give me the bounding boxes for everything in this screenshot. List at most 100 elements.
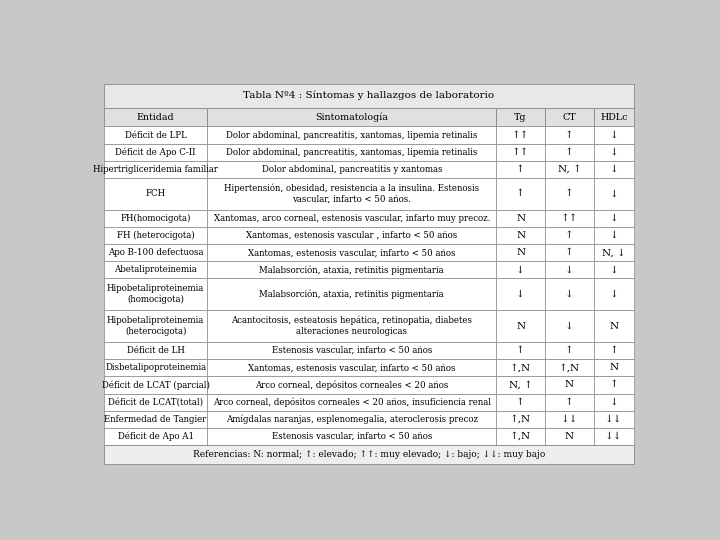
Text: ↓↓: ↓↓ xyxy=(561,415,578,424)
Bar xyxy=(207,144,496,161)
Text: Estenosis vascular, infarto < 50 años: Estenosis vascular, infarto < 50 años xyxy=(271,432,432,441)
Bar xyxy=(207,394,496,411)
Bar xyxy=(496,428,545,445)
Bar xyxy=(594,411,634,428)
Text: CT: CT xyxy=(562,112,576,122)
Bar xyxy=(104,161,207,178)
Bar xyxy=(594,376,634,394)
Text: ↑,N: ↑,N xyxy=(510,363,531,372)
Bar xyxy=(496,411,545,428)
Text: Déficit de Apo C-II: Déficit de Apo C-II xyxy=(115,147,196,157)
Bar xyxy=(594,144,634,161)
Text: ↑: ↑ xyxy=(516,397,525,407)
Text: ↓: ↓ xyxy=(610,148,618,157)
Text: ↓: ↓ xyxy=(565,290,574,299)
Bar xyxy=(104,279,207,310)
Text: Tabla Nº4 : Síntomas y hallazgos de laboratorio: Tabla Nº4 : Síntomas y hallazgos de labo… xyxy=(243,91,495,100)
Text: Déficit de LH: Déficit de LH xyxy=(127,346,184,355)
Text: ↑↑: ↑↑ xyxy=(512,131,529,139)
Bar xyxy=(207,261,496,279)
Text: Déficit de LCAT (parcial): Déficit de LCAT (parcial) xyxy=(102,380,210,390)
Text: ↑↑: ↑↑ xyxy=(512,148,529,157)
Text: ↑: ↑ xyxy=(516,165,525,174)
Bar xyxy=(207,244,496,261)
Text: ↓↓: ↓↓ xyxy=(605,415,623,424)
Text: ↓: ↓ xyxy=(610,131,618,139)
Text: ↓↓: ↓↓ xyxy=(605,432,623,441)
Bar xyxy=(594,161,634,178)
Text: Déficit de LPL: Déficit de LPL xyxy=(125,131,186,139)
Bar xyxy=(496,376,545,394)
Text: ↑,N: ↑,N xyxy=(559,363,580,372)
Bar xyxy=(594,428,634,445)
Text: Xantomas, arco corneal, estenosis vascular, infarto muy precoz.: Xantomas, arco corneal, estenosis vascul… xyxy=(214,214,490,223)
Bar xyxy=(496,107,545,126)
Bar xyxy=(207,342,496,359)
Bar xyxy=(545,227,594,244)
Text: N: N xyxy=(516,231,525,240)
Text: Hipertensión, obesidad, resistencia a la insulina. Estenosis
vascular, infarto <: Hipertensión, obesidad, resistencia a la… xyxy=(224,184,480,204)
Text: N: N xyxy=(564,381,574,389)
Bar xyxy=(207,376,496,394)
Text: Déficit de LCAT(total): Déficit de LCAT(total) xyxy=(108,397,203,407)
Bar xyxy=(104,394,207,411)
Text: Amígdalas naranjas, esplenomegalia, ateroclerosis precoz: Amígdalas naranjas, esplenomegalia, ater… xyxy=(225,415,478,424)
Text: Xantomas, estenosis vascular, infarto < 50 años: Xantomas, estenosis vascular, infarto < … xyxy=(248,363,456,372)
Bar xyxy=(104,376,207,394)
Bar xyxy=(207,428,496,445)
Bar xyxy=(496,161,545,178)
Bar xyxy=(496,261,545,279)
Text: Hipertrigliceridemia familiar: Hipertrigliceridemia familiar xyxy=(93,165,218,174)
Bar xyxy=(207,411,496,428)
Bar xyxy=(594,244,634,261)
Text: ↓: ↓ xyxy=(516,265,525,274)
Text: N, ↑: N, ↑ xyxy=(557,165,581,174)
Text: ↑: ↑ xyxy=(610,346,618,355)
Text: Hipobetaliproteinemia
(heterocigota): Hipobetaliproteinemia (heterocigota) xyxy=(107,316,204,336)
Bar xyxy=(496,310,545,342)
Text: ↑: ↑ xyxy=(516,346,525,355)
Bar xyxy=(496,394,545,411)
Bar xyxy=(594,126,634,144)
Bar xyxy=(104,126,207,144)
Bar xyxy=(545,261,594,279)
Bar xyxy=(594,178,634,210)
Bar xyxy=(104,210,207,227)
Bar xyxy=(207,178,496,210)
Bar xyxy=(594,107,634,126)
Text: ↓: ↓ xyxy=(565,265,574,274)
Bar xyxy=(104,411,207,428)
Text: ↑,N: ↑,N xyxy=(510,432,531,441)
Bar xyxy=(594,310,634,342)
Bar xyxy=(104,445,634,464)
Bar xyxy=(207,310,496,342)
Bar xyxy=(207,279,496,310)
Bar xyxy=(104,310,207,342)
Text: ↓: ↓ xyxy=(516,290,525,299)
Bar xyxy=(104,428,207,445)
Bar xyxy=(496,178,545,210)
Text: N: N xyxy=(564,432,574,441)
Text: FH(homocigota): FH(homocigota) xyxy=(120,214,191,223)
Bar xyxy=(104,244,207,261)
Bar xyxy=(496,126,545,144)
Text: ↓: ↓ xyxy=(565,322,574,330)
Text: Acantocitosis, esteatosis hepática, retinopatia, diabetes
alteraciones neurologi: Acantocitosis, esteatosis hepática, reti… xyxy=(231,316,472,336)
Bar xyxy=(545,394,594,411)
Bar xyxy=(594,210,634,227)
Text: Sintomatología: Sintomatología xyxy=(315,112,388,122)
Bar xyxy=(545,178,594,210)
Bar xyxy=(545,126,594,144)
Text: Dolor abdominal, pancreatitis y xantomas: Dolor abdominal, pancreatitis y xantomas xyxy=(261,165,442,174)
Text: Dolor abdominal, pancreatitis, xantomas, lipemia retinalis: Dolor abdominal, pancreatitis, xantomas,… xyxy=(226,148,477,157)
Text: Xantomas, estenosis vascular, infarto < 50 años: Xantomas, estenosis vascular, infarto < … xyxy=(248,248,456,257)
Bar xyxy=(104,261,207,279)
Text: ↑: ↑ xyxy=(565,131,574,139)
Bar xyxy=(594,279,634,310)
Text: ↑: ↑ xyxy=(565,346,574,355)
Bar xyxy=(594,394,634,411)
Bar xyxy=(545,376,594,394)
Text: Arco corneal, depósitos corneales < 20 años, insuficiencia renal: Arco corneal, depósitos corneales < 20 a… xyxy=(213,397,491,407)
Bar xyxy=(545,107,594,126)
Text: ↓: ↓ xyxy=(610,190,618,198)
